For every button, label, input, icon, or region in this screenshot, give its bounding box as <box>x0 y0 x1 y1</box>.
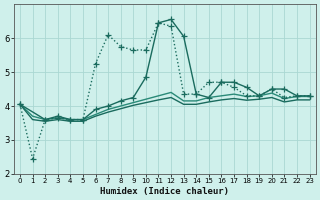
X-axis label: Humidex (Indice chaleur): Humidex (Indice chaleur) <box>100 187 229 196</box>
